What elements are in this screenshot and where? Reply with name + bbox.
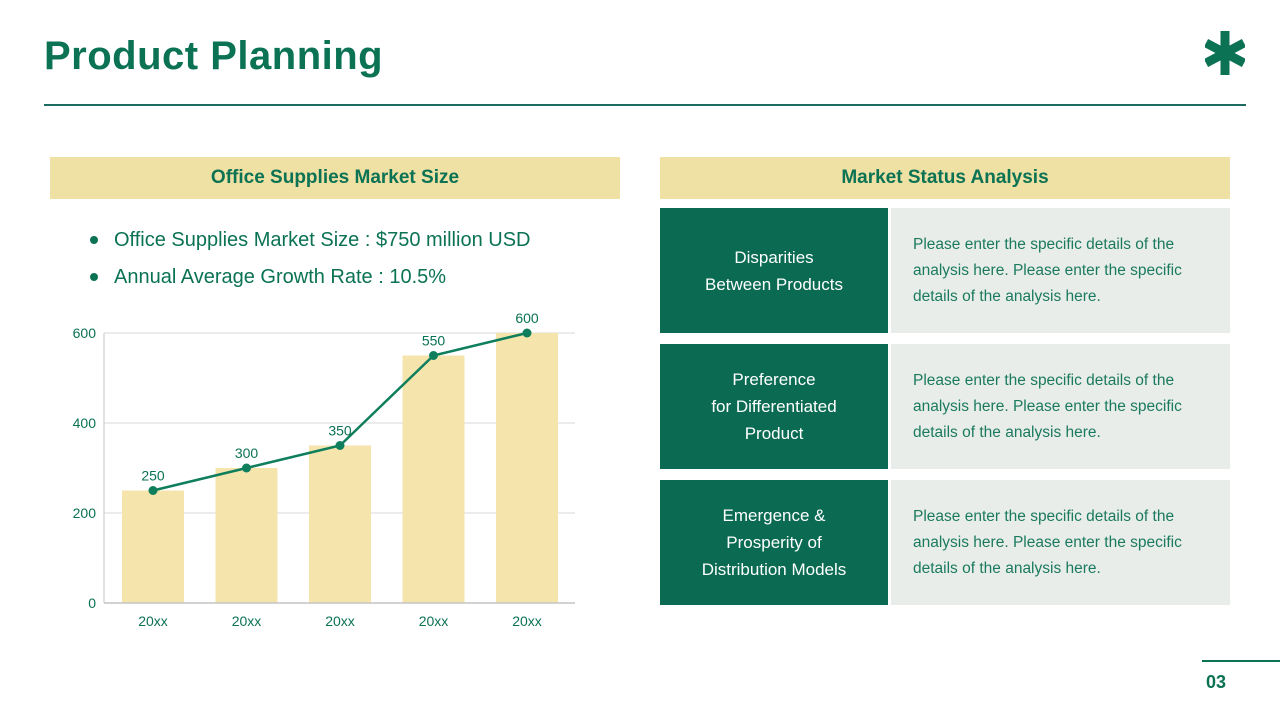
bullet-dot-icon (90, 236, 98, 244)
right-panel-header: Market Status Analysis (660, 157, 1230, 199)
svg-text:20xx: 20xx (138, 613, 168, 629)
analysis-row-description-text: Please enter the specific details of the… (913, 371, 1182, 441)
analysis-row-description: Please enter the specific details of the… (891, 480, 1230, 605)
analysis-row-description-text: Please enter the specific details of the… (913, 507, 1182, 577)
svg-text:20xx: 20xx (512, 613, 542, 629)
analysis-rows: Disparities Between Products Please ente… (660, 208, 1230, 616)
page-title: Product Planning (44, 34, 384, 78)
left-panel-header: Office Supplies Market Size (50, 157, 620, 199)
svg-text:350: 350 (328, 423, 352, 439)
page-number: 03 (1206, 672, 1227, 692)
svg-text:600: 600 (515, 310, 539, 326)
bullet-item: Office Supplies Market Size : $750 milli… (90, 228, 530, 252)
svg-text:0: 0 (88, 595, 96, 611)
analysis-row-description-text: Please enter the specific details of the… (913, 235, 1182, 305)
analysis-row: Preference for Differentiated Product Pl… (660, 344, 1230, 469)
svg-text:200: 200 (73, 505, 97, 521)
svg-text:20xx: 20xx (232, 613, 262, 629)
svg-text:300: 300 (235, 445, 259, 461)
bullet-text: Office Supplies Market Size : $750 milli… (114, 228, 531, 251)
analysis-row-description: Please enter the specific details of the… (891, 344, 1230, 469)
svg-text:400: 400 (73, 415, 97, 431)
analysis-row-title: Disparities Between Products (660, 208, 888, 333)
svg-text:20xx: 20xx (419, 613, 449, 629)
analysis-row: Disparities Between Products Please ente… (660, 208, 1230, 333)
market-size-chart: 250 300 350 550 600 0 200 400 600 20xx 20xx 20xx 20x… (60, 300, 600, 640)
analysis-row-title: Emergence & Prosperity of Distribution M… (660, 480, 888, 605)
bullet-text: Annual Average Growth Rate : 10.5% (114, 265, 447, 288)
svg-text:550: 550 (422, 333, 446, 349)
bullet-dot-icon (90, 273, 98, 281)
asterisk-icon (1205, 31, 1245, 75)
bullet-item: Annual Average Growth Rate : 10.5% (90, 265, 530, 289)
bullet-list: Office Supplies Market Size : $750 milli… (90, 228, 530, 302)
analysis-row: Emergence & Prosperity of Distribution M… (660, 480, 1230, 605)
title-divider (44, 104, 1246, 106)
analysis-row-title: Preference for Differentiated Product (660, 344, 888, 469)
footer: 03 (1202, 660, 1280, 693)
analysis-row-description: Please enter the specific details of the… (891, 208, 1230, 333)
svg-text:20xx: 20xx (325, 613, 355, 629)
svg-text:250: 250 (141, 468, 165, 484)
svg-text:600: 600 (73, 325, 97, 341)
